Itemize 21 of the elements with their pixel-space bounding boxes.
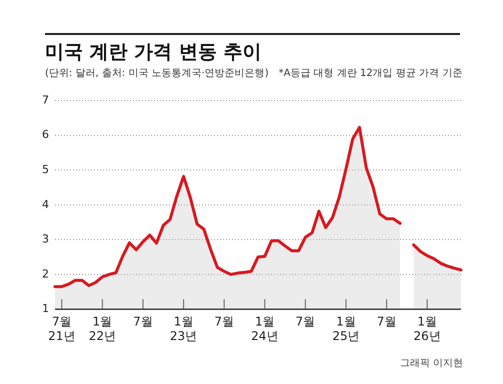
y-tick-label: 3	[42, 232, 49, 246]
chart-subtitle: (단위: 달러, 출처: 미국 노동통계국·연방준비은행)	[45, 68, 269, 79]
text: *A등급 대형 계란 12개입 평균 가격 기준	[278, 68, 462, 79]
x-tick-label: 7월	[214, 314, 234, 329]
x-tick-label: 7월	[133, 314, 153, 329]
x-tick-label: 1월 25년	[332, 314, 360, 343]
x-tick-label: 1월 23년	[170, 314, 198, 343]
y-tick-label: 2	[42, 267, 49, 280]
y-tick-label: 1	[42, 302, 49, 316]
text: 그래픽 이지현	[400, 357, 463, 370]
y-tick-label: 6	[42, 128, 49, 142]
y-tick-label: 7	[42, 93, 49, 106]
x-tick-label: 1월 24년	[251, 314, 278, 343]
y-tick-label: 5	[42, 162, 49, 176]
x-tick-label: 7월	[296, 314, 316, 329]
chart-title: 미국 계란 가격 변동 추이	[45, 40, 262, 65]
x-tick-label: 7월 21년	[48, 314, 76, 343]
y-tick-label: 4	[42, 198, 49, 211]
x-tick-label: 1월 22년	[88, 314, 116, 343]
x-tick-label: 1월 26년	[414, 314, 441, 343]
x-tick-label: 7월	[376, 314, 396, 329]
